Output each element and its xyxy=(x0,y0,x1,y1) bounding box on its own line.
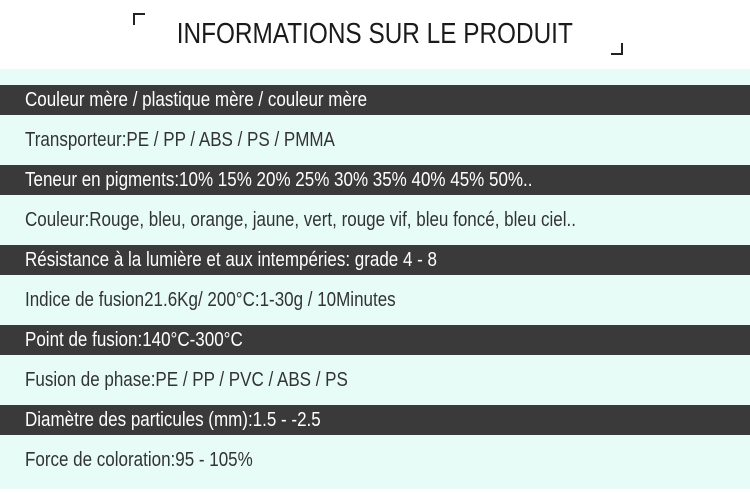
info-text: Transporteur:PE / PP / ABS / PS / PMMA xyxy=(25,129,335,151)
bracket-bottom-right xyxy=(611,43,623,55)
info-row: Couleur mère / plastique mère / couleur … xyxy=(0,85,750,115)
info-text: Diamètre des particules (mm):1.5 - -2.5 xyxy=(25,409,321,431)
info-row: Transporteur:PE / PP / ABS / PS / PMMA xyxy=(0,125,750,155)
info-row: Point de fusion:140°C-300°C xyxy=(0,325,750,355)
info-row: Couleur:Rouge, bleu, orange, jaune, vert… xyxy=(0,205,750,235)
info-text: Fusion de phase:PE / PP / PVC / ABS / PS xyxy=(25,369,348,391)
page-title-text: INFORMATIONS SUR LE PRODUIT xyxy=(176,18,574,50)
bracket-top-left xyxy=(133,13,145,25)
info-row: Diamètre des particules (mm):1.5 - -2.5 xyxy=(0,405,750,435)
info-row: Fusion de phase:PE / PP / PVC / ABS / PS xyxy=(0,365,750,395)
info-text: Couleur:Rouge, bleu, orange, jaune, vert… xyxy=(25,209,576,231)
header: INFORMATIONS SUR LE PRODUIT xyxy=(0,0,750,69)
page-title: INFORMATIONS SUR LE PRODUIT xyxy=(0,18,750,51)
info-text: Couleur mère / plastique mère / couleur … xyxy=(25,89,368,111)
info-text: Force de coloration:95 - 105% xyxy=(25,449,253,471)
info-row: Force de coloration:95 - 105% xyxy=(0,445,750,475)
info-text: Indice de fusion21.6Kg/ 200°C:1-30g / 10… xyxy=(25,289,396,311)
info-text: Résistance à la lumière et aux intempéri… xyxy=(25,249,437,271)
info-text: Teneur en pigments:10% 15% 20% 25% 30% 3… xyxy=(25,169,533,191)
info-row: Résistance à la lumière et aux intempéri… xyxy=(0,245,750,275)
info-text: Point de fusion:140°C-300°C xyxy=(25,329,243,351)
info-row: Indice de fusion21.6Kg/ 200°C:1-30g / 10… xyxy=(0,285,750,315)
info-row: Teneur en pigments:10% 15% 20% 25% 30% 3… xyxy=(0,165,750,195)
info-panel: Couleur mère / plastique mère / couleur … xyxy=(0,69,750,489)
